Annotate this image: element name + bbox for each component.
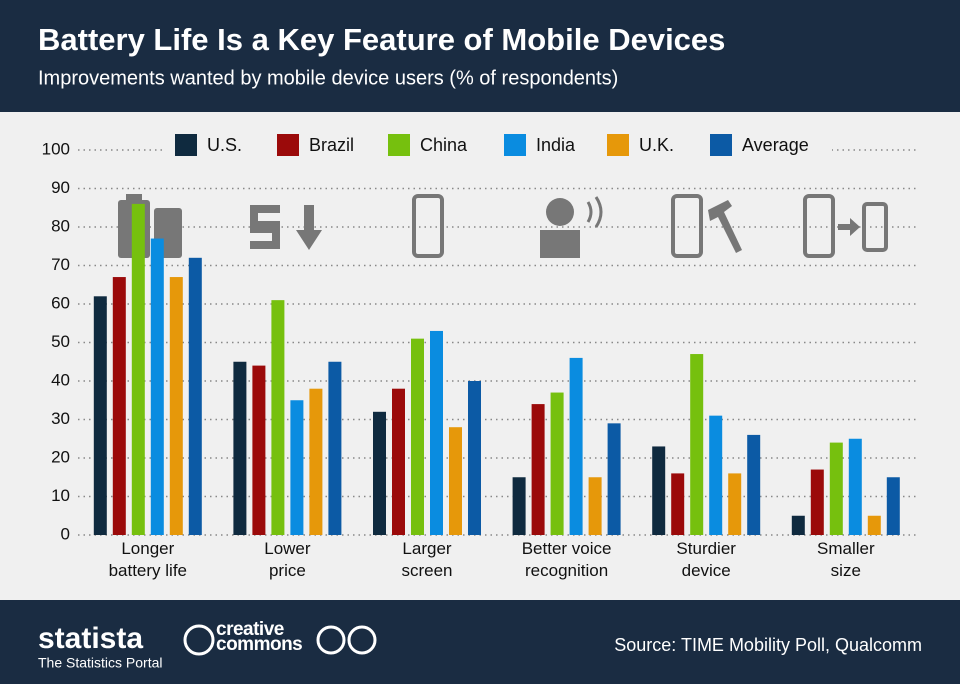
legend-label: India: [536, 135, 576, 155]
bar: [430, 330, 443, 535]
bar: [709, 415, 723, 535]
legend-swatch: [175, 134, 197, 156]
y-tick-label: 20: [51, 447, 70, 466]
bar: [652, 446, 666, 535]
bar: [392, 388, 405, 535]
legend-label: Average: [742, 135, 809, 155]
battery-icon: [126, 194, 142, 201]
bar: [550, 392, 564, 535]
bar: [728, 473, 742, 535]
legend-label: Brazil: [309, 135, 354, 155]
x-tick-label: Better voice recognition: [521, 539, 612, 580]
tagline: The Statistics Portal: [38, 655, 163, 671]
phone-icon: [862, 202, 888, 252]
bar: [810, 469, 824, 535]
legend-swatch: [607, 134, 629, 156]
header: [0, 0, 960, 112]
phone-icon: [671, 194, 703, 258]
nd-logo: [347, 625, 377, 655]
x-tick-label: Longer battery life: [108, 539, 188, 580]
arrow-icon: [838, 218, 860, 236]
bar: [150, 238, 164, 536]
icons: [118, 194, 888, 258]
legend-swatch: [388, 134, 410, 156]
bar: [93, 296, 107, 535]
bar: [252, 365, 266, 535]
cc-logo: [183, 624, 215, 656]
y-tick-label: 0: [61, 524, 70, 543]
voice-icon: [546, 198, 574, 226]
bar: [449, 427, 462, 535]
x-tick-label: Smaller size: [816, 539, 875, 580]
voice-icon: [586, 196, 603, 228]
bar: [791, 515, 805, 535]
legend-label: China: [420, 135, 468, 155]
by-logo: [316, 625, 346, 655]
y-tick-label: 30: [51, 409, 70, 428]
phone-icon: [412, 194, 444, 258]
bar: [607, 423, 621, 535]
bar: [131, 203, 145, 535]
legend-label: U.K.: [639, 135, 674, 155]
bar: [747, 434, 761, 535]
bar: [886, 477, 900, 535]
license: creative commons: [216, 619, 303, 655]
y-tick-label: 50: [51, 332, 70, 351]
legend-swatch: [504, 134, 526, 156]
legend-swatch: [710, 134, 732, 156]
bar: [512, 477, 526, 535]
bar: [569, 357, 583, 535]
bar: [309, 388, 323, 535]
x-tick-label: Sturdier device: [676, 539, 736, 580]
bar: [328, 361, 342, 535]
bar: [188, 257, 202, 535]
y-tick-label: 40: [51, 370, 70, 389]
bar: [233, 361, 247, 535]
y-tick-label: 60: [51, 293, 70, 312]
bar: [690, 354, 704, 535]
bar: [671, 473, 685, 535]
source: Source: TIME Mobility Poll, Qualcomm: [614, 635, 922, 655]
y-tick-label: 10: [51, 486, 70, 505]
brand: statista: [38, 622, 143, 655]
phone-icon: [803, 194, 835, 258]
bar: [112, 277, 126, 535]
x-tick-label: Larger screen: [401, 539, 453, 580]
legend-swatch: [277, 134, 299, 156]
price-icon: [250, 205, 280, 249]
chart-subtitle: Improvements wanted by mobile device use…: [38, 67, 618, 89]
bar: [867, 515, 881, 535]
bar: [169, 277, 183, 535]
y-tick-label: 70: [51, 255, 70, 274]
bar: [468, 381, 481, 535]
bar: [848, 438, 862, 535]
footer: [0, 600, 960, 684]
legend-label: U.S.: [207, 135, 242, 155]
price-icon: [296, 205, 322, 250]
bar: [829, 442, 843, 535]
bar: [588, 477, 602, 535]
x-tick-label: Lower price: [264, 539, 311, 580]
y-tick-label: 90: [51, 178, 70, 197]
bar: [271, 300, 285, 535]
chart-title: Battery Life Is a Key Feature of Mobile …: [38, 22, 725, 57]
y-tick-label: 80: [51, 216, 70, 235]
bar: [531, 404, 545, 535]
bar: [290, 400, 304, 535]
hammer-icon: [708, 200, 742, 253]
y-tick-label: 100: [42, 139, 70, 158]
bar: [411, 338, 424, 535]
bar: [373, 411, 386, 535]
voice-icon: [540, 230, 580, 258]
